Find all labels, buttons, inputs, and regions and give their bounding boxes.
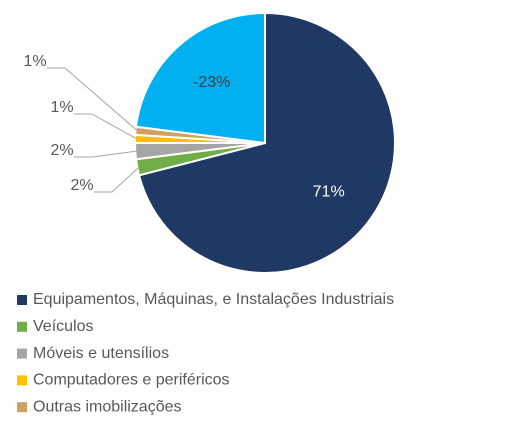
data-label: 71% <box>313 184 345 201</box>
data-label: -23% <box>193 74 230 91</box>
leader-line <box>74 113 138 140</box>
data-label: 2% <box>70 177 93 194</box>
leader-line <box>74 150 138 158</box>
legend-label: Veículos <box>33 318 93 335</box>
data-label: 2% <box>50 142 73 159</box>
legend-swatch <box>17 321 27 332</box>
legend-swatch <box>17 375 27 386</box>
legend-swatch <box>17 402 27 413</box>
data-label: 1% <box>50 99 73 116</box>
legend-label: Equipamentos, Máquinas, e Instalações In… <box>33 291 394 308</box>
leader-line <box>47 67 138 132</box>
pie-slice <box>134 11 266 145</box>
pie-slice <box>137 11 396 274</box>
legend-label: Outras imobilizações <box>33 398 182 415</box>
legend-swatch <box>17 348 27 359</box>
legend-label: Móveis e utensílios <box>33 345 169 362</box>
legend-label: Computadores e periféricos <box>33 372 230 389</box>
legend-swatch <box>17 295 27 305</box>
data-label: 1% <box>23 53 46 70</box>
leader-line <box>94 166 140 193</box>
